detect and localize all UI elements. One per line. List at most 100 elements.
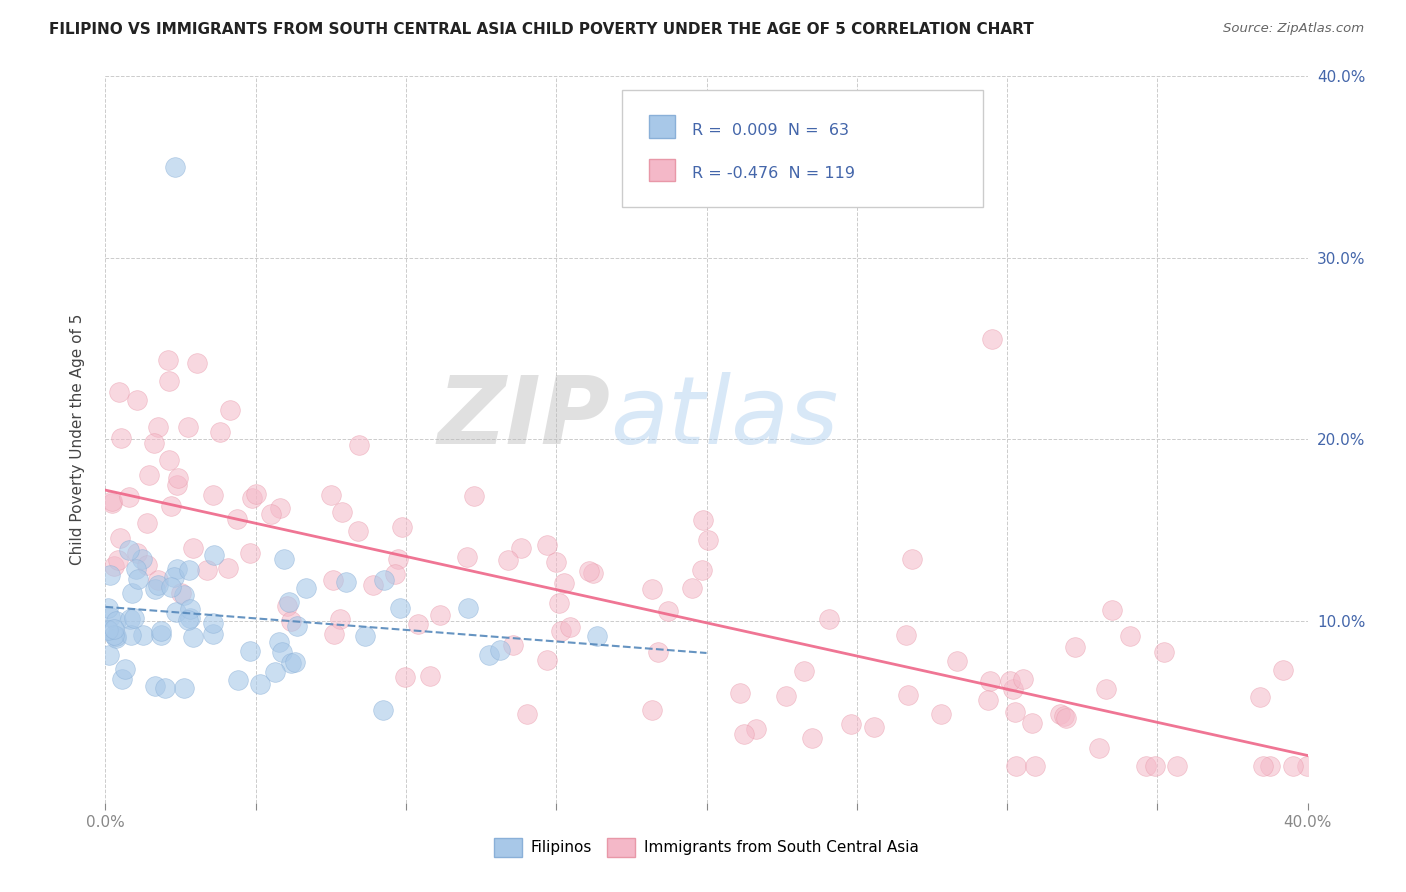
Point [733, 727, 755, 741]
Point [156, 353, 179, 368]
Text: FILIPINO VS IMMIGRANTS FROM SOUTH CENTRAL ASIA CHILD POVERTY UNDER THE AGE OF 5 : FILIPINO VS IMMIGRANTS FROM SOUTH CENTRA… [49, 22, 1033, 37]
Point [775, 690, 797, 704]
Point [894, 627, 917, 641]
Point [1249, 690, 1271, 704]
Point [157, 374, 180, 388]
Point [550, 624, 572, 639]
Point [1054, 711, 1077, 725]
Point [195, 562, 218, 576]
Point [173, 681, 195, 695]
FancyBboxPatch shape [623, 90, 983, 207]
Point [176, 613, 198, 627]
Point [373, 703, 395, 717]
Point [181, 541, 204, 556]
Point [1011, 672, 1033, 686]
Point [1024, 759, 1046, 773]
Point [125, 392, 148, 407]
Point [946, 654, 969, 668]
Point [101, 494, 124, 508]
Point [149, 624, 172, 638]
Point [108, 531, 131, 545]
Point [239, 546, 262, 560]
Point [131, 627, 153, 641]
Point [136, 558, 159, 573]
Point [429, 608, 451, 623]
Point [264, 665, 287, 680]
Point [553, 576, 575, 591]
Point [536, 653, 558, 667]
Point [111, 672, 134, 686]
Point [347, 524, 370, 538]
Point [657, 604, 679, 618]
Point [278, 595, 301, 609]
Point [125, 562, 148, 576]
Point [143, 680, 166, 694]
Point [120, 612, 142, 626]
Point [1095, 682, 1118, 697]
Point [100, 610, 122, 624]
Point [1101, 603, 1123, 617]
Point [546, 556, 568, 570]
Point [181, 630, 204, 644]
Point [509, 541, 531, 555]
Point [1135, 759, 1157, 773]
Point [745, 723, 768, 737]
Point [104, 631, 127, 645]
Point [323, 627, 346, 641]
Point [131, 552, 153, 566]
Point [319, 488, 342, 502]
Point [120, 628, 142, 642]
Point [97, 623, 120, 637]
Point [97, 601, 120, 615]
Point [245, 487, 267, 501]
Point [387, 552, 409, 566]
Point [127, 546, 149, 560]
Point [179, 611, 201, 625]
Point [170, 586, 193, 600]
Point [201, 488, 224, 502]
Point [167, 471, 190, 485]
Point [406, 616, 429, 631]
Point [548, 596, 571, 610]
Point [478, 648, 501, 663]
Point [681, 582, 703, 596]
Point [107, 552, 129, 566]
Point [218, 402, 240, 417]
Point [225, 512, 247, 526]
Point [271, 645, 294, 659]
Point [1258, 759, 1281, 773]
Y-axis label: Child Poverty Under the Age of 5: Child Poverty Under the Age of 5 [70, 314, 86, 565]
Point [394, 670, 416, 684]
Point [332, 505, 354, 519]
Point [103, 559, 125, 574]
Point [226, 673, 249, 687]
Point [1153, 645, 1175, 659]
Point [696, 533, 718, 547]
Point [1005, 759, 1028, 773]
Point [896, 688, 918, 702]
Point [979, 673, 1001, 688]
Point [98, 568, 121, 582]
Point [260, 507, 283, 521]
Point [998, 673, 1021, 688]
Point [280, 656, 302, 670]
Point [148, 420, 170, 434]
Point [163, 160, 186, 174]
Point [384, 567, 406, 582]
Point [285, 619, 308, 633]
Point [558, 620, 581, 634]
Point [186, 357, 208, 371]
Point [690, 563, 713, 577]
Point [122, 611, 145, 625]
Point [118, 490, 141, 504]
Point [208, 425, 231, 439]
Point [1251, 759, 1274, 773]
Point [143, 435, 166, 450]
Point [1271, 663, 1294, 677]
Point [516, 706, 538, 721]
Point [419, 669, 441, 683]
Point [322, 573, 344, 587]
Point [165, 605, 187, 619]
Point [202, 616, 225, 631]
Point [104, 614, 127, 628]
